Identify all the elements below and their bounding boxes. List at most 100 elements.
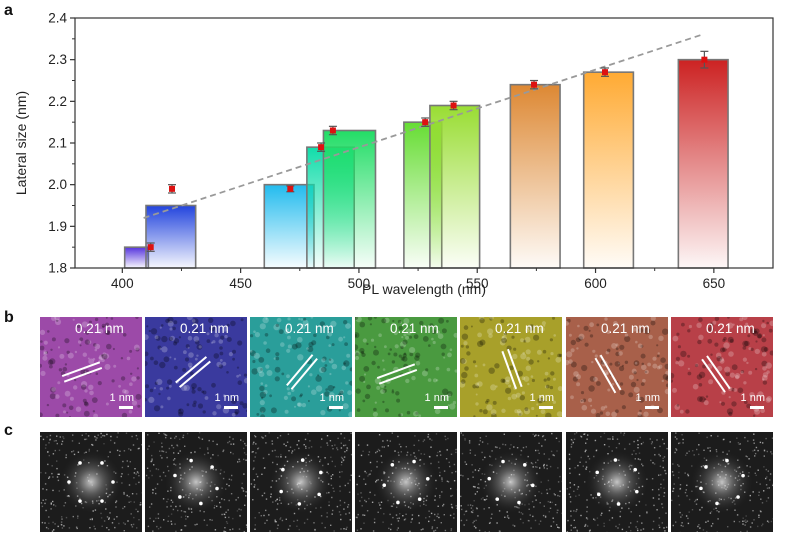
panel-label-a: a (4, 2, 13, 19)
data-point-4 (329, 127, 336, 134)
lattice-marker-line-1 (594, 357, 617, 394)
fft-spot (725, 458, 729, 463)
y-axis-label: Lateral size (nm) (13, 91, 29, 195)
x-axis-label: PL wavelength (nm) (362, 281, 486, 297)
fft-spot (300, 458, 305, 462)
fft-spot (613, 458, 618, 462)
fft-spot (487, 476, 492, 481)
fft-pattern-6 (671, 432, 773, 532)
fft-pattern-4 (460, 432, 562, 532)
lattice-texture (145, 317, 247, 417)
y-tick-label-2: 2.0 (48, 177, 67, 192)
fft-pattern-0 (40, 432, 142, 532)
y-tick-label-3: 2.1 (48, 136, 67, 151)
lattice-marker-line-1 (701, 358, 726, 393)
data-point-1 (169, 185, 176, 192)
fft-spot (78, 461, 82, 465)
fft-spot (704, 465, 708, 469)
bar-6 (429, 104, 481, 269)
fft-pattern-2 (250, 432, 352, 532)
scale-bar-label: 1 nm (214, 392, 239, 404)
y-tick-label-0: 1.8 (48, 261, 67, 276)
lattice-spacing-label: 0.21 nm (495, 321, 544, 336)
fft-spot (495, 497, 500, 501)
fft-spot (412, 459, 416, 464)
fft-spot (396, 500, 400, 505)
scale-bar-label: 1 nm (529, 392, 554, 404)
hrtem-image-0: 0.21 nm 1 nm (40, 317, 142, 417)
panel-label-c: c (4, 422, 13, 439)
lattice-spacing-label: 0.21 nm (285, 321, 334, 336)
scale-bar (224, 406, 238, 409)
hrtem-image-6: 0.21 nm 1 nm (671, 317, 773, 417)
fft-spot (100, 461, 104, 465)
fft-spot (297, 502, 302, 506)
fft-spot (215, 486, 219, 491)
lattice-marker-line-0 (599, 354, 622, 391)
bar-7 (509, 83, 561, 269)
data-point-3 (318, 144, 325, 151)
fft-spot (178, 495, 182, 499)
scale-bar-label: 1 nm (424, 392, 449, 404)
fft-texture (250, 432, 352, 532)
fft-spot (382, 483, 387, 488)
fft-spot (596, 492, 601, 497)
lattice-marker-line-0 (376, 363, 416, 379)
fft-spot (390, 462, 395, 467)
lattice-spacing-label: 0.21 nm (180, 321, 229, 336)
fft-pattern-1 (145, 432, 247, 532)
y-tick-label-1: 1.9 (48, 219, 67, 234)
fft-spot (67, 480, 71, 484)
hrtem-image-2: 0.21 nm 1 nm (250, 317, 352, 417)
lattice-spacing-label: 0.21 nm (706, 321, 755, 336)
lattice-texture (355, 317, 457, 417)
fft-spot (736, 495, 740, 499)
fft-texture (671, 432, 773, 532)
fft-spot (100, 499, 104, 503)
fft-spot (595, 470, 600, 475)
hrtem-image-1: 0.21 nm 1 nm (145, 317, 247, 417)
fft-spot (189, 458, 193, 463)
fft-spot (741, 473, 745, 478)
scale-bar-label: 1 nm (740, 392, 765, 404)
fft-spot (199, 501, 203, 506)
scale-bar (119, 406, 133, 409)
bar-1 (145, 204, 197, 269)
scale-bar-label: 1 nm (109, 392, 134, 404)
lattice-texture (671, 317, 773, 417)
fft-spot (78, 499, 82, 503)
panel-label-b: b (4, 309, 14, 326)
hrtem-image-4: 0.21 nm 1 nm (460, 317, 562, 417)
fft-texture (40, 432, 142, 532)
fft-spot (417, 497, 422, 502)
data-point-8 (602, 69, 609, 76)
scale-bar (750, 406, 764, 409)
scale-bar (434, 406, 448, 409)
lattice-marker-line-0 (175, 356, 208, 384)
x-tick-label-1: 450 (229, 276, 252, 291)
lattice-spacing-label: 0.21 nm (390, 321, 439, 336)
data-point-5 (422, 119, 429, 126)
scale-bar (539, 406, 553, 409)
fft-spot (634, 489, 639, 494)
lattice-marker-line-1 (178, 360, 211, 388)
lattice-marker-line-0 (61, 361, 101, 377)
data-point-7 (531, 81, 538, 88)
bar-chart: 1.8 1.9 2.0 2.1 2.2 2.3 2.4 400 450 500 550 600 650 P… (13, 11, 774, 297)
lattice-spacing-label: 0.21 nm (75, 321, 124, 336)
x-tick-label-3: 550 (466, 276, 489, 291)
y-tick-label-4: 2.2 (48, 94, 67, 109)
fft-pattern-5 (566, 432, 668, 532)
y-tick-label-5: 2.3 (48, 52, 67, 67)
fft-spot (279, 489, 283, 494)
y-tick-label-6: 2.4 (48, 11, 67, 26)
lattice-texture (250, 317, 352, 417)
lattice-marker-line-1 (290, 357, 318, 390)
scale-bar (329, 406, 343, 409)
bar-4 (322, 129, 377, 269)
lattice-texture (40, 317, 142, 417)
lattice-marker-line-0 (286, 354, 314, 387)
bar-9 (677, 58, 729, 269)
hrtem-image-3: 0.21 nm 1 nm (355, 317, 457, 417)
fft-spot (111, 480, 115, 484)
